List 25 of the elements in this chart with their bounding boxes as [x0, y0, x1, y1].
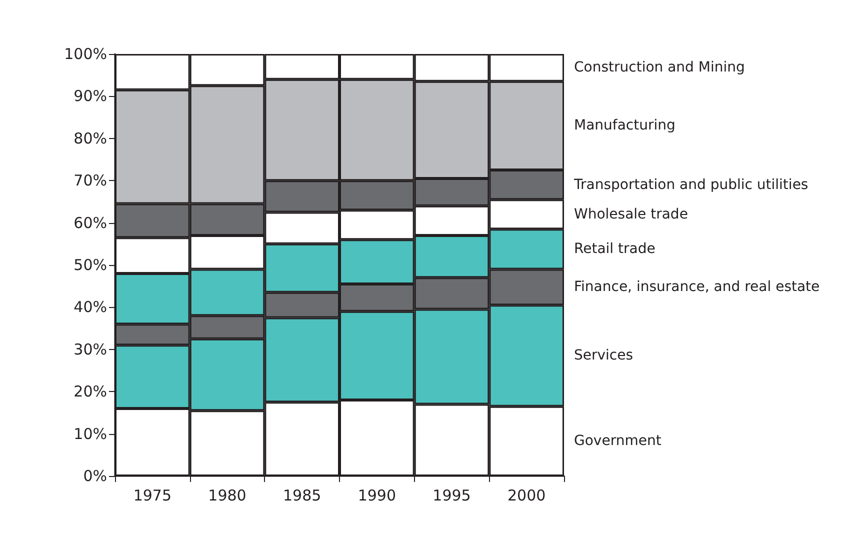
x-tick-label: 1990	[358, 486, 396, 504]
y-tick-label: 70%	[74, 172, 107, 190]
y-tick-label: 0%	[83, 467, 107, 485]
series-label: Manufacturing	[574, 118, 676, 134]
series-label: Government	[574, 433, 662, 450]
y-tick-label: 80%	[74, 129, 107, 148]
y-tick-label: 40%	[74, 298, 107, 316]
y-tick-label: 30%	[74, 340, 107, 358]
y-tick-label: 50%	[74, 256, 107, 274]
series-label: Wholesale trade	[574, 206, 688, 222]
x-tick-label: 1995	[432, 486, 471, 504]
series-label: Construction and Mining	[574, 60, 745, 76]
series-label: Transportation and public utilities	[573, 176, 808, 193]
series-label: Finance, insurance, and real estate	[574, 279, 820, 296]
y-tick-label: 20%	[74, 382, 107, 401]
y-tick-label: 60%	[74, 214, 107, 232]
x-tick-label: 1985	[282, 486, 322, 504]
y-tick-label: 100%	[64, 45, 107, 63]
x-tick-label: 1980	[208, 486, 246, 504]
x-tick-label: 1975	[133, 486, 172, 504]
y-tick-label: 10%	[74, 424, 107, 443]
x-tick-label: 2000	[507, 486, 546, 504]
series-label: Retail trade	[574, 241, 656, 258]
series-label: Services	[574, 348, 634, 364]
y-tick-label: 90%	[74, 87, 107, 106]
